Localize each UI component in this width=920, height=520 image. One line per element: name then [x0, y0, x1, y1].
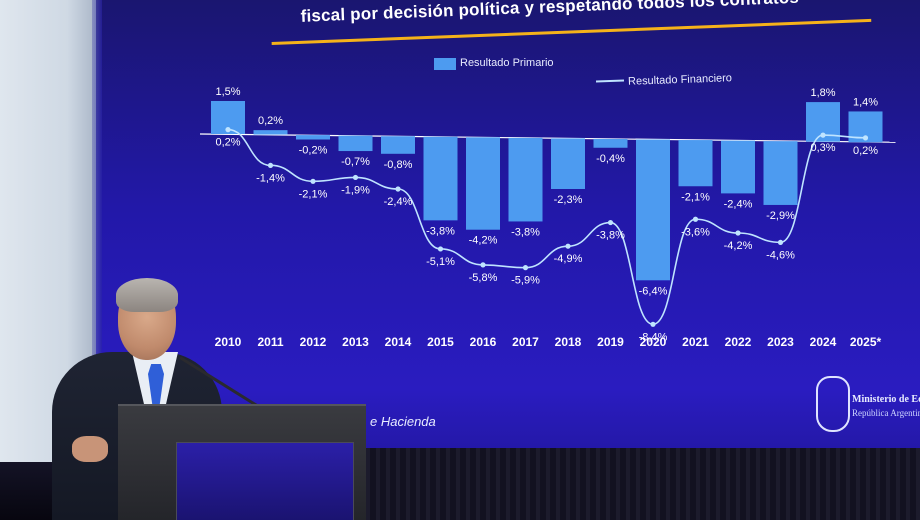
slide-footer-text: e Hacienda	[370, 414, 436, 429]
bar-2021	[678, 140, 713, 187]
line-point-2020	[650, 321, 656, 327]
line-point-2022	[735, 230, 741, 236]
bar-2015	[423, 136, 458, 221]
line-point-2014	[395, 186, 401, 192]
line-point-2023	[777, 239, 784, 245]
bar-2012	[296, 135, 330, 140]
line-point-2024	[820, 132, 826, 138]
line-label-2020: -8,4%	[639, 331, 668, 343]
x-tick-2012: 2012	[300, 335, 327, 349]
x-tick-2025*: 2025*	[850, 335, 882, 349]
bar-label-2015: -3,8%	[426, 225, 455, 237]
bar-2017	[508, 137, 543, 222]
line-label-2013: -1,9%	[341, 184, 370, 196]
podium-panel	[176, 442, 354, 520]
line-label-2021: -3,6%	[681, 226, 710, 238]
line-label-2011: -1,4%	[256, 172, 285, 184]
x-tick-2022: 2022	[725, 335, 752, 349]
line-label-2023: -4,6%	[766, 249, 795, 261]
line-point-2010	[225, 127, 231, 133]
line-point-2017	[522, 265, 529, 271]
speaker-hand	[72, 436, 108, 462]
speaker-tie	[148, 364, 164, 414]
line-label-2018: -4,9%	[554, 253, 583, 265]
bar-label-2018: -2,3%	[554, 194, 583, 206]
bar-2022	[721, 140, 755, 194]
line-label-2014: -2,4%	[384, 196, 413, 208]
x-tick-2010: 2010	[215, 335, 242, 349]
ministry-logo: Ministerio de Eco República Argentina	[816, 376, 920, 432]
bar-label-2021: -2,1%	[681, 191, 710, 203]
bar-label-2025*: 1,4%	[853, 96, 878, 108]
line-point-2011	[267, 162, 274, 168]
bar-label-2017: -3,8%	[511, 226, 540, 238]
x-tick-2018: 2018	[555, 335, 582, 349]
line-label-2015: -5,1%	[426, 256, 455, 268]
line-point-2016	[480, 262, 486, 268]
bar-2011	[253, 130, 288, 135]
line-point-2021	[692, 216, 699, 222]
line-point-2013	[352, 174, 359, 181]
line-point-2018	[565, 243, 571, 249]
ministry-country: República Argentina	[852, 408, 920, 418]
bar-2023	[763, 141, 798, 205]
legend-bar-label: Resultado Primario	[460, 57, 554, 69]
line-point-2019	[607, 219, 614, 226]
coat-of-arms-icon	[816, 376, 850, 432]
bar-2020	[636, 139, 670, 281]
legend-bar-swatch	[434, 58, 456, 70]
bar-2014	[381, 136, 415, 154]
bar-label-2022: -2,4%	[724, 198, 753, 210]
stage-curtain	[360, 448, 920, 520]
bar-label-2011: 0,2%	[258, 115, 283, 127]
line-label-2010: 0,2%	[215, 137, 240, 149]
x-tick-2024: 2024	[810, 335, 837, 349]
bar-label-2016: -4,2%	[469, 235, 498, 247]
line-label-2016: -5,8%	[469, 272, 498, 284]
bar-2019	[593, 138, 628, 148]
ministry-name: Ministerio de Eco	[852, 394, 920, 405]
speaker-hair	[116, 278, 178, 312]
x-tick-2019: 2019	[597, 335, 624, 349]
screen-edge	[92, 0, 102, 520]
x-tick-2023: 2023	[767, 335, 794, 349]
x-tick-2014: 2014	[385, 335, 412, 349]
x-tick-2011: 2011	[257, 335, 283, 349]
bar-label-2020: -6,4%	[639, 285, 668, 297]
bar-label-2013: -0,7%	[341, 156, 370, 168]
bar-label-2024: 1,8%	[810, 87, 835, 99]
fiscal-result-chart: 1,5% 0,2% -0,2% -0,7% -0,8% -3,8% -4,2% -3,8% -2…	[199, 86, 896, 349]
x-tick-2021: 2021	[682, 335, 709, 349]
x-tick-2017: 2017	[512, 335, 539, 349]
bar-2013	[338, 135, 373, 152]
line-label-2019: -3,8%	[596, 230, 625, 242]
line-point-2025*	[862, 135, 869, 141]
x-tick-2016: 2016	[470, 335, 497, 349]
slide-title: fiscal por decisión política y respetand…	[300, 0, 800, 26]
line-label-2022: -4,2%	[724, 240, 753, 252]
line-label-2017: -5,9%	[511, 275, 540, 287]
bar-label-2010: 1,5%	[215, 86, 240, 98]
line-point-2012	[310, 178, 316, 184]
line-point-2015	[437, 246, 444, 252]
bar-2016	[466, 137, 500, 230]
x-tick-2015: 2015	[427, 335, 454, 349]
line-label-2024: 0,3%	[810, 142, 835, 154]
bar-label-2012: -0,2%	[299, 145, 328, 157]
bar-label-2019: -0,4%	[596, 153, 625, 165]
x-tick-2020: 2020	[640, 335, 667, 349]
bar-label-2014: -0,8%	[384, 159, 413, 171]
x-tick-2013: 2013	[342, 335, 369, 349]
bar-2018	[551, 138, 585, 189]
bar-label-2023: -2,9%	[766, 210, 795, 222]
line-label-2012: -2,1%	[299, 188, 328, 200]
line-label-2025*: 0,2%	[853, 145, 878, 157]
